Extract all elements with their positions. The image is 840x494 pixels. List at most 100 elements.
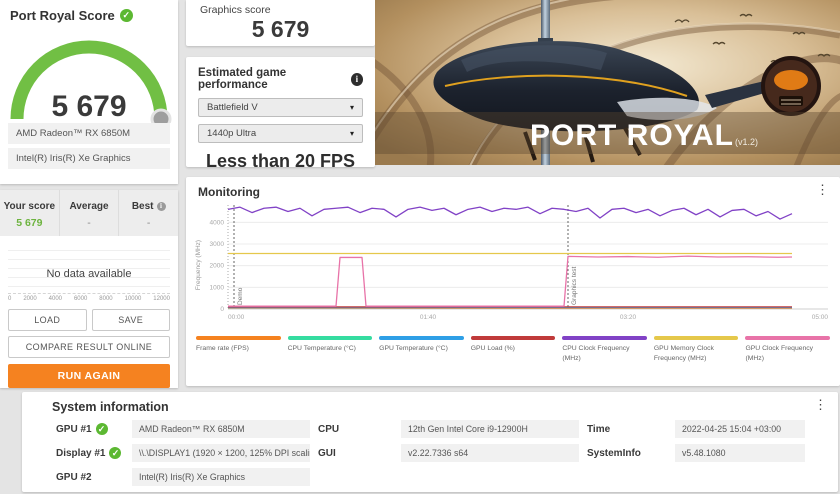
distribution-axis-tick: 8000 <box>99 296 113 302</box>
save-button[interactable]: SAVE <box>91 309 170 331</box>
monitoring-title: Monitoring <box>198 185 260 199</box>
legend-item[interactable]: Frame rate (FPS) <box>196 336 281 364</box>
sysinfo-label-text: Display #1 <box>56 447 106 459</box>
graphics-score-value: 5 679 <box>251 16 310 42</box>
average-label: Average <box>69 201 109 212</box>
system-information-panel: System information ⋮ GPU #1 ✓ AMD Radeon™ … <box>22 392 838 492</box>
valid-check-icon: ✓ <box>119 9 133 22</box>
sysinfo-label-text: SystemInfo <box>587 447 641 459</box>
chevron-down-icon: ▾ <box>349 129 354 138</box>
sysinfo-label: CPU <box>318 424 393 435</box>
legend-label: GPU Clock Frequency (MHz) <box>745 345 814 363</box>
distribution-axis-tick: 0 <box>8 296 12 302</box>
sysinfo-label: GPU #1 ✓ <box>56 423 124 435</box>
sysinfo-value: AMD Radeon™ RX 6850M <box>132 420 310 438</box>
monitoring-chart: 0 1000 2000 3000 4000 Frequency (MHz) 00:00 01:… <box>195 205 829 321</box>
comparison-header: Your score 5 679 Average - Best i - <box>0 190 178 236</box>
legend-item[interactable]: CPU Clock Frequency (MHz) <box>562 336 647 364</box>
score-gauge: 5 679 <box>0 23 178 123</box>
check-icon: ✓ <box>95 423 108 435</box>
sysinfo-label: Display #1 ✓ <box>56 447 124 459</box>
score-comparison-card: Your score 5 679 Average - Best i - No d… <box>0 190 178 388</box>
graphics-score-label: Graphics score <box>200 4 271 16</box>
legend-item[interactable]: GPU Clock Frequency (MHz) <box>745 336 831 364</box>
distribution-axis-tick: 12000 <box>153 296 170 302</box>
run-again-button[interactable]: RUN AGAIN <box>8 364 170 388</box>
legend-item[interactable]: GPU Temperature (°C) <box>379 336 464 364</box>
legend-swatch-icon <box>287 336 373 340</box>
legend-swatch-icon <box>745 336 831 340</box>
game-select-value: Battlefield V <box>207 102 258 113</box>
average-value: - <box>87 217 91 229</box>
game-select[interactable]: Battlefield V ▾ <box>198 98 363 117</box>
svg-text:05:00: 05:00 <box>812 314 829 321</box>
sysinfo-value: 2022-04-25 15:04 +03:00 <box>675 420 805 438</box>
sysinfo-label: Time <box>587 424 667 435</box>
sysinfo-label: GUI <box>318 448 393 459</box>
legend-swatch-icon <box>653 336 739 340</box>
chevron-down-icon: ▾ <box>349 103 354 112</box>
estimated-game-performance-card: Estimated game performance i Battlefield… <box>186 57 375 171</box>
svg-text:Frequency (MHz): Frequency (MHz) <box>195 240 202 290</box>
monitoring-legend: Frame rate (FPS) CPU Temperature (°C) GPU … <box>196 336 831 364</box>
system-info-menu-icon[interactable]: ⋮ <box>814 397 827 412</box>
legend-label: CPU Temperature (°C) <box>287 345 356 352</box>
port-royal-score-card: Port Royal Score ✓ 5 679 AMD Radeon™ RX … <box>0 0 178 184</box>
overall-score-value: 5 679 <box>51 90 126 123</box>
svg-text:03:20: 03:20 <box>620 314 637 321</box>
distribution-axis: 0 2000 4000 6000 8000 10000 12000 <box>8 293 170 302</box>
load-button[interactable]: LOAD <box>8 309 87 331</box>
system-info-title: System information <box>52 400 169 414</box>
hero-version: (v1.2) <box>735 137 758 147</box>
best-value: - <box>146 217 151 229</box>
legend-item[interactable]: CPU Temperature (°C) <box>287 336 373 364</box>
sysinfo-label: SystemInfo <box>587 448 667 459</box>
sysinfo-label-text: CPU <box>318 423 340 435</box>
best-info-icon[interactable]: i <box>156 202 166 211</box>
gauge-arc <box>10 40 168 120</box>
legend-label: GPU Load (%) <box>470 345 515 352</box>
svg-text:0: 0 <box>220 306 224 313</box>
distribution-axis-tick: 6000 <box>73 296 88 302</box>
legend-item[interactable]: GPU Load (%) <box>470 336 556 364</box>
best-label: Best i <box>132 201 166 212</box>
score-gpu2-box: Intel(R) Iris(R) Xe Graphics <box>8 148 170 169</box>
legend-item[interactable]: GPU Memory Clock Frequency (MHz) <box>653 336 739 364</box>
sysinfo-label-text: GUI <box>318 447 336 459</box>
legend-label: CPU Clock Frequency (MHz) <box>562 345 630 363</box>
distribution-axis-tick: 4000 <box>48 296 62 302</box>
legend-label: GPU Temperature (°C) <box>379 345 448 352</box>
estimated-fps-value: Less than 20 FPS <box>205 151 356 171</box>
your-score-label: Your score <box>3 201 56 212</box>
svg-text:3000: 3000 <box>210 241 225 248</box>
sysinfo-value: Intel(R) Iris(R) Xe Graphics <box>132 468 310 486</box>
sysinfo-value: v5.48.1080 <box>675 444 805 462</box>
your-score-value: 5 679 <box>16 217 43 229</box>
check-icon: ✓ <box>109 447 122 459</box>
egp-title: Estimated game performance <box>198 67 287 91</box>
best-score-column: Best i - <box>118 190 178 236</box>
monitoring-menu-icon[interactable]: ⋮ <box>816 182 829 197</box>
svg-text:4000: 4000 <box>210 219 225 226</box>
preset-select-value: 1440p Ultra <box>207 128 257 139</box>
system-info-grid: GPU #1 ✓ AMD Radeon™ RX 6850M CPU 12th Gen I… <box>56 420 838 486</box>
your-score-column: Your score 5 679 <box>0 190 59 236</box>
svg-text:00:00: 00:00 <box>228 314 245 321</box>
sysinfo-label-text: GPU #1 <box>56 423 92 435</box>
sysinfo-value: 12th Gen Intel Core i9-12900H <box>401 420 579 438</box>
score-distribution-chart: No data available <box>8 242 170 291</box>
distribution-axis-tick: 2000 <box>23 296 37 302</box>
preset-select[interactable]: 1440p Ultra ▾ <box>198 124 363 143</box>
legend-swatch-icon <box>196 336 281 340</box>
distribution-axis-tick: 10000 <box>124 296 142 302</box>
average-score-column: Average - <box>58 190 119 236</box>
legend-swatch-icon <box>470 336 556 340</box>
sysinfo-value: \\.\DISPLAY1 (1920 × 1200, 125% DPI scal… <box>132 444 310 462</box>
port-royal-hero-image: PORT ROYAL (v1.2) <box>375 0 840 165</box>
sysinfo-label-text: Time <box>587 423 611 435</box>
compare-result-online-button[interactable]: COMPARE RESULT ONLINE <box>8 336 170 358</box>
egp-info-icon[interactable]: i <box>350 72 363 86</box>
score-gpu1-box: AMD Radeon™ RX 6850M <box>8 123 170 144</box>
sysinfo-value: v2.22.7336 s64 <box>401 444 579 462</box>
legend-swatch-icon <box>562 336 647 340</box>
